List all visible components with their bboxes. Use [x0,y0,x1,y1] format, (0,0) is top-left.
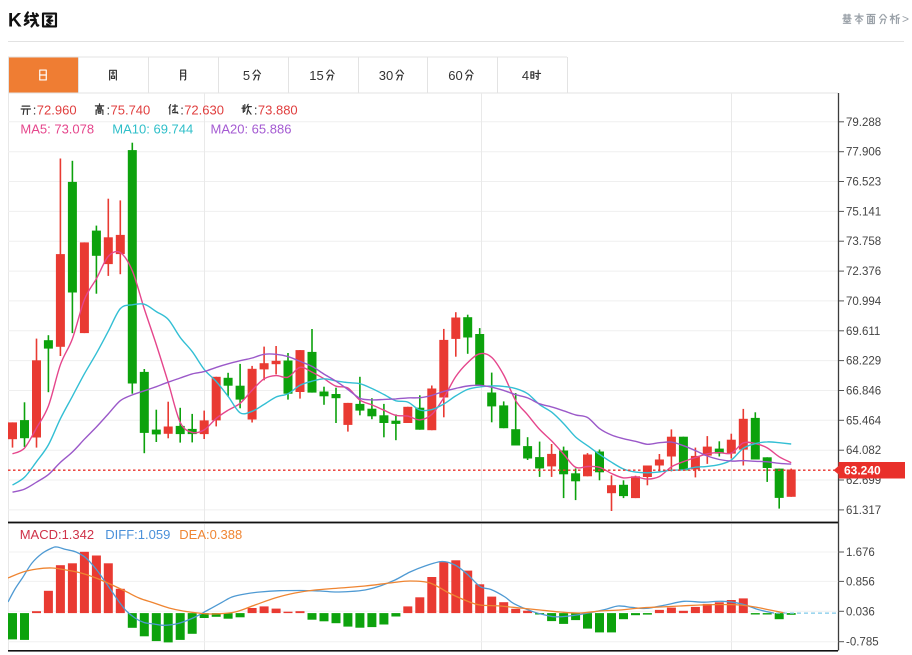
svg-text:70.994: 70.994 [846,296,882,308]
svg-text:64.082: 64.082 [846,445,881,457]
svg-text:76.523: 76.523 [846,177,881,189]
svg-text:75.141: 75.141 [846,206,881,218]
svg-text:72.376: 72.376 [846,266,881,278]
svg-text:65.464: 65.464 [846,415,882,427]
svg-text:6: 6 [448,68,455,83]
svg-text::: : [107,103,111,118]
svg-text:4: 4 [522,68,529,83]
svg-text:>: > [902,12,909,26]
svg-text:3: 3 [379,68,386,83]
svg-text:75.740: 75.740 [111,103,151,118]
svg-text:72.960: 72.960 [37,103,77,118]
svg-text:1.676: 1.676 [846,547,875,559]
svg-text:MACD:1.342: MACD:1.342 [20,527,94,542]
svg-text:68.229: 68.229 [846,356,881,368]
svg-text:MA10: 69.744: MA10: 69.744 [112,122,193,137]
svg-text:5: 5 [243,68,250,83]
svg-text:69.611: 69.611 [846,326,880,338]
svg-text:73.758: 73.758 [846,236,881,248]
svg-text:73.880: 73.880 [258,103,298,118]
svg-text:0: 0 [456,68,463,83]
svg-text:77.906: 77.906 [846,147,881,159]
svg-text:MA20: 65.886: MA20: 65.886 [211,122,292,137]
svg-text:5: 5 [317,68,324,83]
svg-text:DIFF:1.059: DIFF:1.059 [105,527,170,542]
svg-text:79.288: 79.288 [846,117,881,129]
svg-text:0: 0 [386,68,393,83]
svg-text:1: 1 [309,68,316,83]
svg-text:MA5: 73.078: MA5: 73.078 [20,122,94,137]
svg-text::: : [33,103,37,118]
svg-text:0.856: 0.856 [846,576,875,588]
svg-text:DEA:0.388: DEA:0.388 [179,527,242,542]
svg-text:-0.785: -0.785 [846,637,879,649]
svg-text::: : [180,103,184,118]
svg-text:66.846: 66.846 [846,386,881,398]
svg-text:61.317: 61.317 [846,505,881,517]
svg-text:63.240: 63.240 [844,464,881,478]
svg-text:0.036: 0.036 [846,606,875,618]
svg-text:72.630: 72.630 [184,103,224,118]
svg-text::: : [254,103,258,118]
svg-text:K: K [8,11,22,32]
